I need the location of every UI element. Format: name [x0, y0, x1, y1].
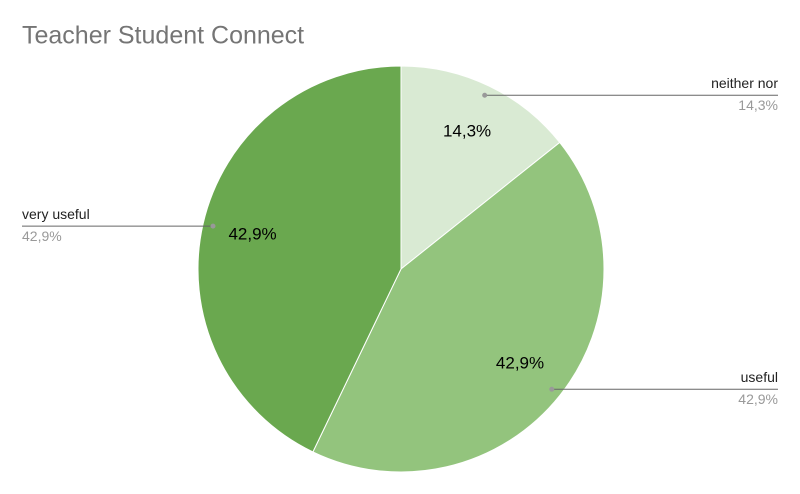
- legend-value: 42,9%: [22, 228, 62, 244]
- legend-label: very useful: [22, 206, 90, 222]
- leader-dot: [482, 92, 488, 98]
- pie-slice: [400, 65, 561, 271]
- legend-label: neither nor: [711, 75, 778, 91]
- leader-dot: [210, 223, 216, 229]
- legend-label: useful: [741, 369, 778, 385]
- pie-slice: [312, 141, 605, 473]
- slice-label: 14,3%: [443, 121, 491, 140]
- leader-dot: [549, 386, 555, 392]
- legend-value: 14,3%: [738, 97, 778, 113]
- slice-label: 42,9%: [496, 353, 544, 372]
- pie-slice: [197, 65, 402, 453]
- legend-value: 42,9%: [738, 391, 778, 407]
- slice-label: 42,9%: [228, 225, 276, 244]
- chart-title: Teacher Student Connect: [22, 22, 304, 50]
